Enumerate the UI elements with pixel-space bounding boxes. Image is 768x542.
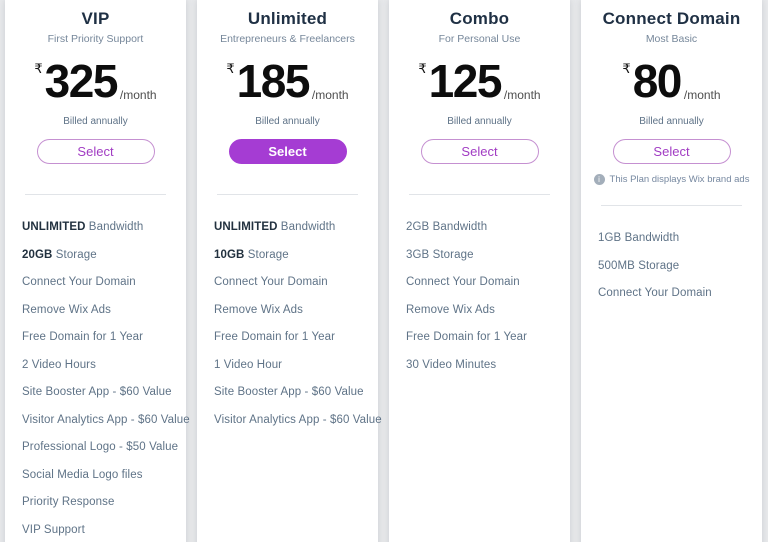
plan-card: Connect Domain Most Basic ₹ 80 /month Bi… (581, 0, 762, 542)
billing-note: Billed annually (447, 116, 512, 127)
plan-divider (217, 194, 358, 195)
feature-item: Priority Response (22, 496, 115, 508)
plan-title: Connect Domain (602, 9, 741, 28)
feature-item: UNLIMITED Bandwidth (214, 221, 336, 233)
feature-list: 2GB Bandwidth 3GB Storage Connect Your Dom… (389, 221, 570, 386)
feature-item: 2 Video Hours (22, 358, 96, 371)
price-period: /month (119, 88, 157, 102)
feature-item: 1 Video Hour (214, 358, 283, 371)
plan-price: 125 (428, 55, 503, 107)
rupee-currency-symbol: ₹ (622, 61, 631, 76)
feature-item: Free Domain for 1 Year (22, 331, 144, 343)
rupee-currency-symbol: ₹ (418, 61, 427, 76)
feature-item: Professional Logo - $50 Value (22, 441, 179, 453)
feature-item: VIP Support (22, 523, 85, 536)
plan-ad-note: i This Plan displays Wix brand ads (593, 174, 750, 185)
billing-note: Billed annually (639, 116, 704, 127)
feature-list: UNLIMITED Bandwidth 20GB Storage Connect Y… (5, 221, 190, 542)
feature-item: Site Booster App - $60 Value (214, 386, 364, 398)
select-button[interactable]: Select (420, 139, 539, 164)
feature-item: 2GB Bandwidth (406, 221, 488, 233)
feature-item: Site Booster App - $60 Value (22, 386, 172, 398)
feature-item: 3GB Storage (406, 248, 474, 261)
feature-item: Remove Wix Ads (214, 303, 303, 316)
feature-item: Free Domain for 1 Year (214, 331, 336, 343)
feature-item: Connect Your Domain (22, 276, 136, 288)
plan-divider (409, 194, 550, 195)
feature-item: Visitor Analytics App - $60 Value (214, 413, 382, 426)
feature-item: 500MB Storage (598, 259, 680, 272)
plan-title: VIP (81, 9, 110, 28)
plan-price-row: ₹ 125 /month (418, 58, 540, 106)
feature-item: Connect Your Domain (406, 276, 520, 288)
rupee-currency-symbol: ₹ (226, 61, 235, 76)
plan-price: 185 (236, 55, 311, 107)
select-button[interactable]: Select (36, 139, 155, 164)
info-icon[interactable]: i (593, 174, 605, 185)
feature-item: Remove Wix Ads (22, 303, 111, 316)
plan-subtitle: For Personal Use (438, 33, 521, 45)
plan-card: Unlimited Entrepreneurs & Freelancers ₹ … (197, 0, 382, 542)
plan-card: VIP First Priority Support ₹ 325 /month … (5, 0, 190, 542)
plan-subtitle: Entrepreneurs & Freelancers (220, 33, 355, 45)
feature-item: Free Domain for 1 Year (406, 331, 528, 343)
feature-item: Connect Your Domain (598, 287, 712, 299)
plan-title: Combo (449, 9, 510, 28)
feature-item: 1GB Bandwidth (598, 232, 680, 244)
plan-divider (601, 205, 742, 206)
price-period: /month (503, 88, 541, 102)
feature-item: Connect Your Domain (214, 276, 328, 288)
feature-item: Social Media Logo files (22, 468, 143, 481)
feature-item: 20GB Storage (22, 248, 97, 261)
feature-item: Remove Wix Ads (406, 303, 495, 316)
feature-list: 1GB Bandwidth 500MB Storage Connect Your D… (581, 232, 762, 315)
select-button[interactable]: Select (612, 139, 731, 164)
feature-item: 10GB Storage (214, 248, 289, 261)
plan-price-row: ₹ 80 /month (622, 58, 720, 106)
price-period: /month (311, 88, 349, 102)
plan-price-row: ₹ 185 /month (226, 58, 348, 106)
feature-item: 30 Video Minutes (406, 358, 497, 371)
price-period: /month (683, 88, 721, 102)
feature-list: UNLIMITED Bandwidth 10GB Storage Connect Y… (197, 221, 382, 441)
plan-title: Unlimited (247, 9, 328, 28)
plan-subtitle: First Priority Support (47, 33, 144, 45)
rupee-currency-symbol: ₹ (34, 61, 43, 76)
plan-price: 80 (632, 55, 683, 107)
billing-note: Billed annually (63, 116, 128, 127)
plan-price-row: ₹ 325 /month (34, 58, 156, 106)
plan-subtitle: Most Basic (645, 33, 698, 45)
plan-ad-note-text: This Plan displays Wix brand ads (609, 174, 750, 185)
plan-card: Combo For Personal Use ₹ 125 /month Bill… (389, 0, 570, 542)
feature-item: Visitor Analytics App - $60 Value (22, 413, 190, 426)
feature-item: UNLIMITED Bandwidth (22, 221, 144, 233)
billing-note: Billed annually (255, 116, 320, 127)
plan-divider (25, 194, 166, 195)
select-button[interactable]: Select (228, 139, 347, 164)
plan-price: 325 (44, 55, 119, 107)
